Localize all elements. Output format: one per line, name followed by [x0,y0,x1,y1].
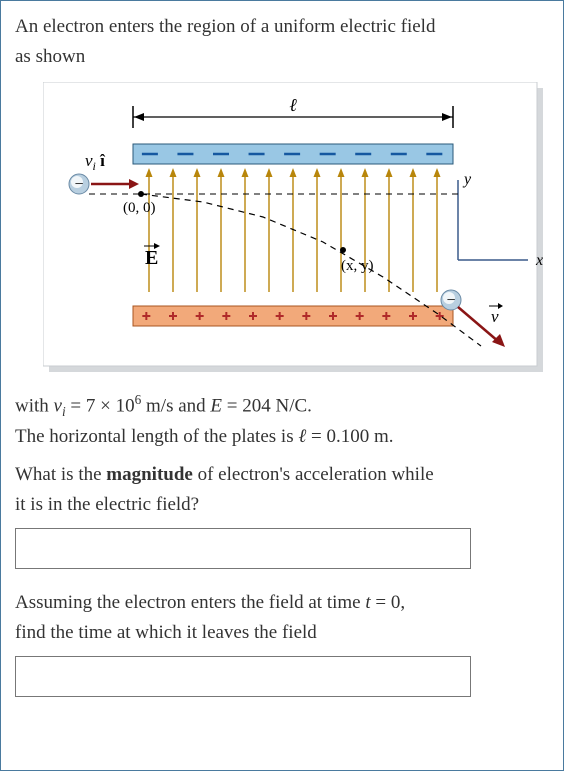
q2-line2: find the time at which it leaves the fie… [15,619,563,647]
svg-text:(x, y): (x, y) [341,258,374,274]
E-symbol: E [210,395,222,416]
given-prefix: with [15,395,54,416]
q1-b: of electron's acceleration while [193,464,434,485]
intro-line2: as shown [15,43,563,71]
svg-text:ℓ: ℓ [289,95,297,115]
given-values: with vi = 7 × 106 m/s and E = 204 N/C. T… [15,390,563,451]
svg-text:E: E [145,247,158,269]
q2-b: = 0, [371,592,405,613]
physics-figure: ℓxy(0, 0)(x, y)E−vi î−v [43,82,543,372]
answer-input-1[interactable] [15,528,471,569]
svg-text:v: v [491,307,499,326]
svg-text:−: − [74,176,83,193]
q1-line2: it is in the electric field? [15,491,563,519]
svg-text:−: − [446,292,455,309]
q2-a: Assuming the electron enters the field a… [15,592,365,613]
E-val: = 204 N/C. [222,395,312,416]
vi-symbol: v [54,395,62,416]
len-text-a: The horizontal length of the plates is [15,426,298,447]
question-2: Assuming the electron enters the field a… [15,589,563,646]
svg-text:y: y [462,171,472,188]
q1-mag: magnitude [106,464,193,485]
q1-a: What is the [15,464,106,485]
vi-unit: m/s and [141,395,210,416]
svg-text:x: x [535,252,543,269]
question-1: What is the magnitude of electron's acce… [15,461,563,518]
intro-line1: An electron enters the region of a unifo… [15,13,563,41]
svg-text:vi î: vi î [85,151,106,173]
intro-text: An electron enters the region of a unifo… [15,13,563,70]
eq1: = [66,395,86,416]
len-text-b: = 0.100 m. [306,426,393,447]
svg-text:(0, 0): (0, 0) [123,200,156,216]
answer-input-2[interactable] [15,656,471,697]
vi-val: 7 × 10 [86,395,135,416]
